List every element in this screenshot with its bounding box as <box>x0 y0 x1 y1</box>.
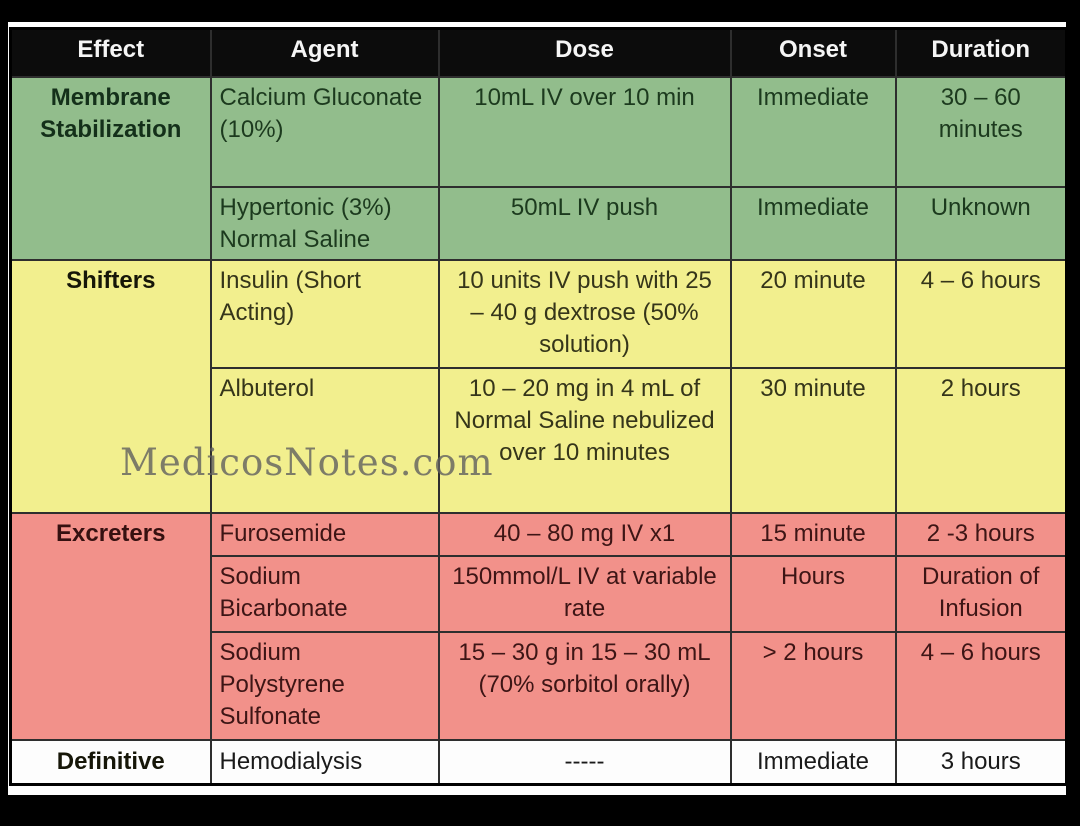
effect-cell-membrane-stabilization: Membrane Stabilization <box>9 75 212 262</box>
effect-cell-definitive: Definitive <box>9 739 212 786</box>
hyperkalemia-treatment-table: Effect Agent Dose Onset Duration Membran… <box>9 27 1068 786</box>
table-row-hemodialysis: Definitive Hemodialysis ----- Immediate … <box>9 739 1068 786</box>
agent-cell: Sodium Bicarbonate <box>209 555 440 634</box>
col-header-effect: Effect <box>9 27 212 78</box>
col-header-agent: Agent <box>209 27 440 78</box>
dose-cell: 10mL IV over 10 min <box>437 76 732 188</box>
table-row-hypertonic-saline: Hypertonic (3%) Normal Saline 50mL IV pu… <box>11 185 1068 262</box>
onset-cell: Immediate <box>729 739 897 786</box>
agent-cell: Calcium Gluconate (10%) <box>209 76 440 188</box>
agent-cell: Furosemide <box>209 512 440 558</box>
duration-cell: Duration of Infusion <box>894 555 1068 634</box>
table-row-sodium-bicarbonate: Sodium Bicarbonate 150mmol/L IV at varia… <box>11 555 1068 634</box>
table-page: Effect Agent Dose Onset Duration Membran… <box>8 22 1068 795</box>
table-row-furosemide: Excreters Furosemide 40 – 80 mg IV x1 15… <box>9 512 1068 742</box>
table-row-albuterol: Albuterol 10 – 20 mg in 4 mL of Normal S… <box>11 367 1068 515</box>
onset-cell: 15 minute <box>729 512 897 558</box>
agent-cell: Hypertonic (3%) Normal Saline <box>209 185 440 262</box>
duration-cell: 3 hours <box>894 739 1068 786</box>
table-row-calcium-gluconate: Membrane Stabilization Calcium Gluconate… <box>9 75 1068 262</box>
onset-cell: Immediate <box>729 185 897 262</box>
header-row: Effect Agent Dose Onset Duration <box>9 27 1068 78</box>
effect-cell-excreters: Excreters <box>9 512 212 742</box>
table-row-sodium-polystyrene-sulfonate: Sodium Polystyrene Sulfonate 15 – 30 g i… <box>11 631 1068 742</box>
duration-cell: 30 – 60 minutes <box>894 76 1068 188</box>
duration-cell: 4 – 6 hours <box>894 631 1068 742</box>
duration-cell: 4 – 6 hours <box>894 259 1068 370</box>
dose-cell: 15 – 30 g in 15 – 30 mL (70% sorbitol or… <box>437 631 732 742</box>
agent-cell: Insulin (Short Acting) <box>209 259 440 370</box>
onset-cell: 30 minute <box>729 367 897 515</box>
dose-cell: 10 units IV push with 25 – 40 g dextrose… <box>437 259 732 370</box>
duration-cell: Unknown <box>894 185 1068 262</box>
onset-cell: > 2 hours <box>729 631 897 742</box>
dose-cell: 150mmol/L IV at variable rate <box>437 555 732 634</box>
col-header-onset: Onset <box>729 27 897 78</box>
dose-cell: ----- <box>437 739 732 786</box>
duration-cell: 2 -3 hours <box>894 512 1068 558</box>
onset-cell: 20 minute <box>729 259 897 370</box>
onset-cell: Hours <box>729 555 897 634</box>
agent-cell: Albuterol <box>209 367 440 515</box>
col-header-dose: Dose <box>437 27 732 78</box>
col-header-duration: Duration <box>894 27 1068 78</box>
dose-cell: 40 – 80 mg IV x1 <box>437 512 732 558</box>
effect-cell-shifters: Shifters <box>9 259 212 515</box>
table-row-insulin: Shifters Insulin (Short Acting) 10 units… <box>9 259 1068 515</box>
dose-cell: 50mL IV push <box>437 185 732 262</box>
agent-cell: Hemodialysis <box>209 739 440 786</box>
duration-cell: 2 hours <box>894 367 1068 515</box>
dose-cell: 10 – 20 mg in 4 mL of Normal Saline nebu… <box>437 367 732 515</box>
onset-cell: Immediate <box>729 76 897 188</box>
agent-cell: Sodium Polystyrene Sulfonate <box>209 631 440 742</box>
